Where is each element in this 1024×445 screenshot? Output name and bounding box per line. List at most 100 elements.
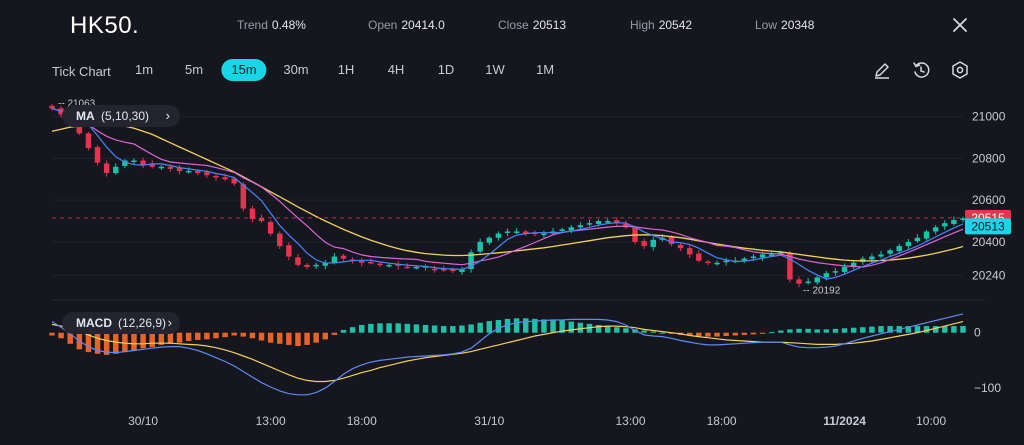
timeframe-1h[interactable]: 1H [337, 62, 355, 77]
time-tick-label: 18:00 [347, 414, 377, 428]
ma-name: MA [76, 109, 95, 123]
candle-body [677, 244, 684, 249]
macd-tick-label: −100 [974, 381, 1001, 395]
candle-body [113, 166, 119, 174]
macd-histogram-bar [486, 321, 493, 333]
macd-histogram-bar [131, 332, 137, 351]
replay-icon[interactable] [911, 60, 931, 80]
candle-body [805, 281, 811, 284]
macd-histogram-bar [440, 326, 447, 333]
candle-body [869, 256, 875, 260]
candlestick [85, 131, 92, 151]
candlestick [914, 234, 921, 243]
timeframe-15m[interactable]: 15m [221, 59, 267, 81]
candle-body [559, 229, 565, 231]
candlestick [932, 225, 939, 235]
candlestick [614, 217, 620, 227]
macd-histogram-bar [850, 327, 857, 333]
macd-indicator-pill[interactable]: MACD (12,26,9) › [62, 312, 180, 334]
macd-histogram-bar [923, 326, 930, 333]
macd-histogram-bar [167, 332, 174, 344]
candlestick [705, 259, 711, 266]
macd-histogram-bar [58, 332, 64, 339]
candle-body [641, 241, 647, 247]
macd-histogram-bar [604, 326, 611, 333]
candle-body [185, 170, 192, 173]
header: HK50. Trend 0.48% Open 20414.0 Close 20513 … [0, 0, 1024, 50]
candle-body [94, 147, 101, 163]
macd-histogram-bar [595, 324, 602, 333]
macd-line [51, 313, 964, 396]
candle-body [322, 262, 329, 266]
macd-histogram-bar [258, 332, 265, 341]
macd-histogram-bar [213, 332, 219, 339]
macd-histogram-bar [386, 323, 392, 333]
draw-icon[interactable] [872, 60, 892, 80]
macd-histogram-bar [267, 332, 274, 343]
macd-histogram-bar [750, 332, 757, 335]
timeframe-1m-month[interactable]: 1M [535, 62, 555, 77]
macd-histogram-bar [532, 318, 538, 333]
candle-body [359, 260, 365, 263]
macd-histogram-bar [477, 322, 483, 333]
candlestick [677, 242, 684, 252]
candlestick [322, 259, 329, 270]
candle-body [614, 220, 620, 224]
time-tick-label: 18:00 [707, 414, 737, 428]
close-icon[interactable] [950, 15, 970, 35]
candle-body [814, 277, 820, 283]
candlestick [532, 230, 538, 237]
candle-body [750, 256, 757, 259]
candle-body [522, 231, 529, 234]
candlestick [340, 254, 347, 261]
candle-body [295, 257, 301, 265]
price-tick-label: 20600 [972, 193, 1006, 207]
macd-histogram-bar [513, 318, 520, 333]
stat-low-label: Low [755, 18, 778, 32]
candle-body [258, 218, 265, 222]
macd-histogram-bar [905, 326, 912, 333]
macd-histogram-bar [522, 318, 529, 333]
candle-body [513, 231, 520, 233]
candlestick [213, 173, 219, 181]
candlestick [313, 262, 319, 270]
timeframe-5m[interactable]: 5m [184, 62, 204, 77]
timeframe-1w[interactable]: 1W [485, 62, 505, 77]
candlestick [304, 263, 310, 270]
candle-body [768, 254, 775, 256]
settings-icon[interactable] [950, 60, 970, 80]
candle-body [450, 269, 456, 272]
macd-histogram-bar [550, 319, 556, 333]
candle-body [705, 261, 711, 264]
stat-trend: Trend 0.48% [237, 18, 306, 32]
macd-histogram-bar [841, 328, 848, 333]
toolbar: Tick Chart 1m 5m 15m 30m 1H 4H 1D 1W 1M [0, 58, 1024, 84]
price-tick-label: 21000 [972, 110, 1006, 124]
close-price-badge: 20513 [965, 218, 1011, 235]
macd-histogram-bar [614, 327, 620, 333]
timeframe-30m[interactable]: 30m [283, 62, 309, 77]
candlestick [113, 163, 119, 175]
candlestick [404, 263, 411, 269]
candlestick [696, 250, 702, 263]
macd-histogram-bar [805, 328, 811, 333]
candle-body [787, 253, 793, 280]
ma-indicator-pill[interactable]: MA (5,10,30) › [62, 105, 180, 127]
stat-close-value: 20513 [532, 18, 567, 32]
candle-body [286, 245, 292, 257]
candlestick [522, 229, 529, 236]
timeframe-4h[interactable]: 4H [387, 62, 405, 77]
candle-body [541, 233, 547, 236]
stat-trend-value: 0.48% [271, 18, 306, 32]
macd-histogram-bar [140, 332, 146, 349]
price-tick-label: 20240 [972, 268, 1006, 282]
timeframe-1d[interactable]: 1D [437, 62, 455, 77]
candlestick [586, 219, 593, 227]
candlestick [377, 261, 383, 268]
macd-histogram-bar [723, 332, 729, 337]
chart-type-selector[interactable]: Tick Chart [52, 64, 111, 79]
macd-histogram-bar [768, 332, 775, 334]
timeframe-1m[interactable]: 1m [134, 62, 154, 77]
candle-body [841, 266, 848, 272]
